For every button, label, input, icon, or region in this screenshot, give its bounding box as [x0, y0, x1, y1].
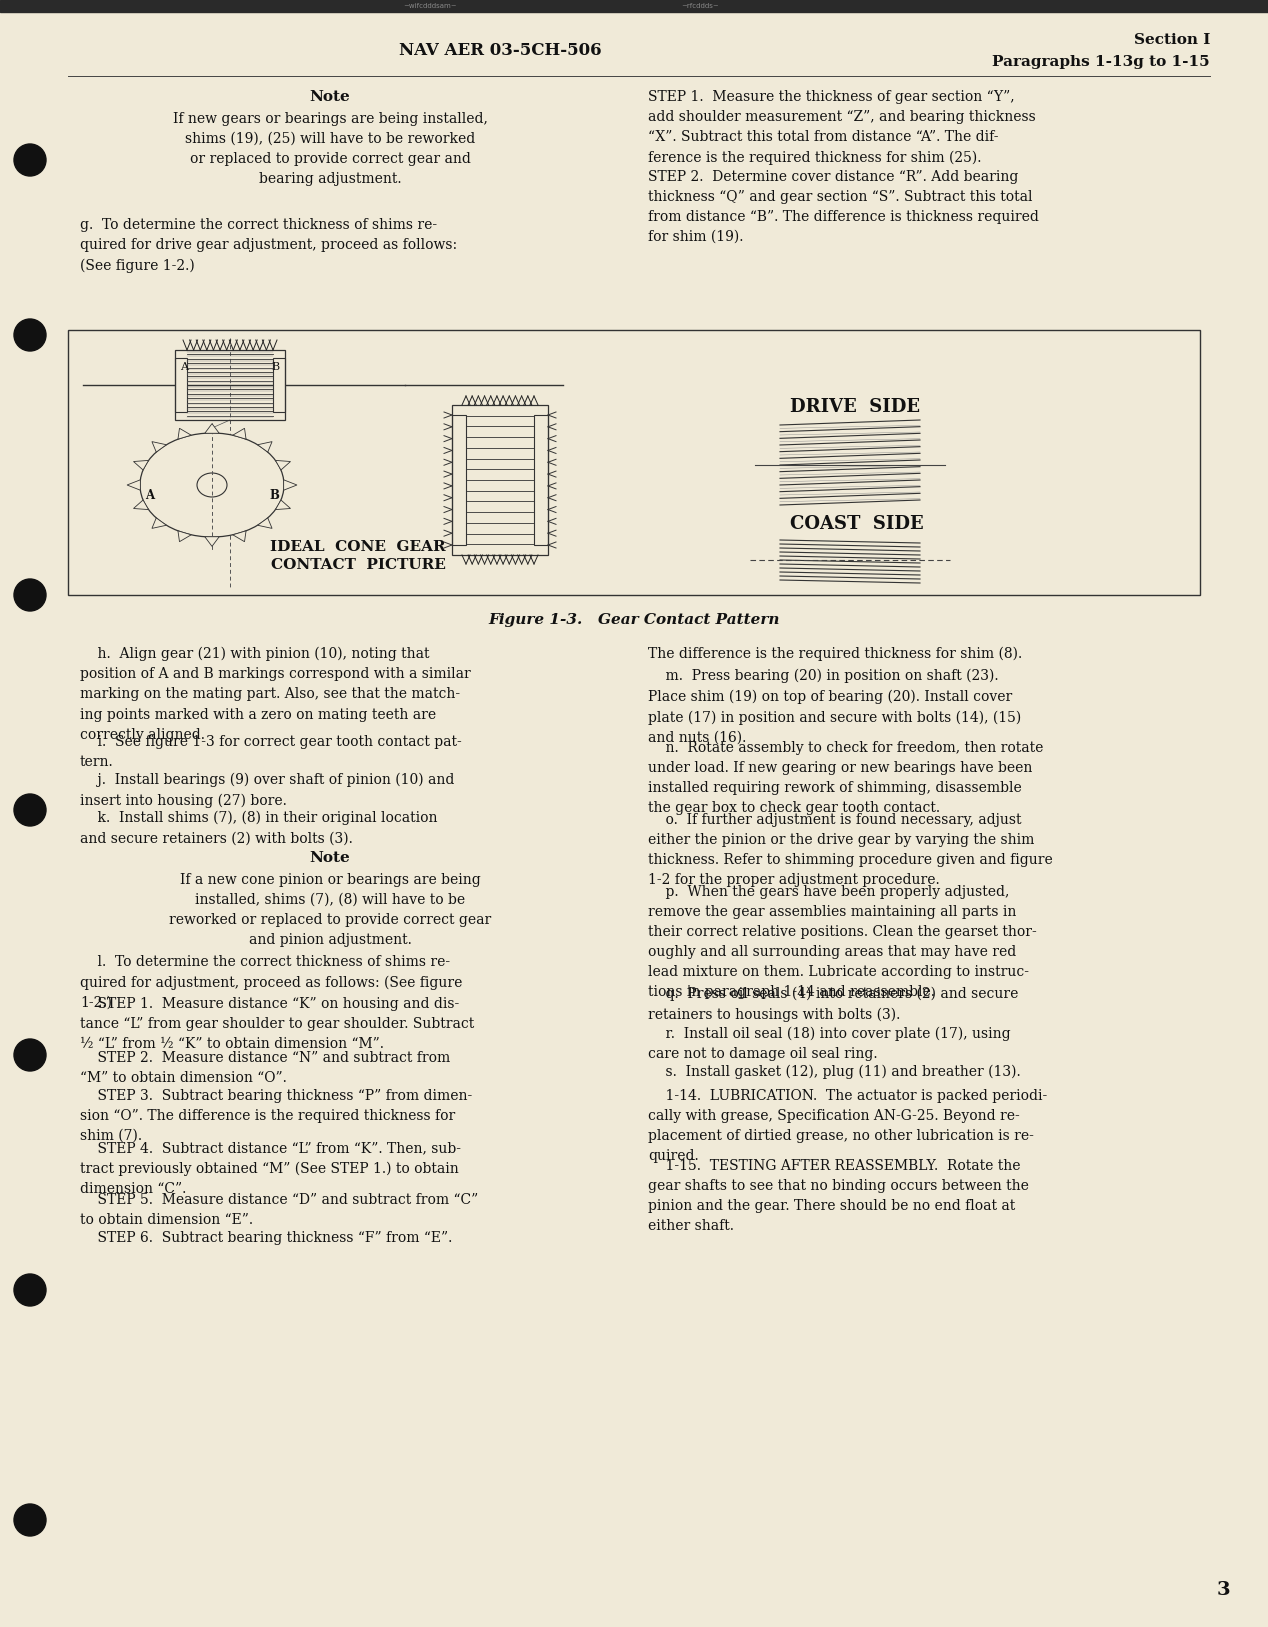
Text: g.  To determine the correct thickness of shims re-
quired for drive gear adjust: g. To determine the correct thickness of… — [80, 218, 458, 273]
Text: l.  To determine the correct thickness of shims re-
quired for adjustment, proce: l. To determine the correct thickness of… — [80, 955, 463, 1010]
Ellipse shape — [139, 433, 284, 537]
Text: A: A — [145, 488, 155, 501]
Text: Note: Note — [309, 851, 350, 866]
Text: COAST  SIDE: COAST SIDE — [790, 516, 923, 534]
Circle shape — [14, 145, 46, 176]
Polygon shape — [233, 530, 246, 542]
Text: B: B — [271, 361, 280, 373]
Text: q.  Press oil seals (4) into retainers (2) and secure
retainers to housings with: q. Press oil seals (4) into retainers (2… — [648, 988, 1018, 1022]
Circle shape — [14, 794, 46, 827]
Circle shape — [14, 1503, 46, 1536]
Polygon shape — [275, 499, 290, 509]
Polygon shape — [205, 537, 219, 547]
Polygon shape — [205, 423, 219, 433]
Text: NAV AER 03-5CH-506: NAV AER 03-5CH-506 — [398, 42, 601, 59]
Polygon shape — [133, 499, 148, 509]
Text: n.  Rotate assembly to check for freedom, then rotate
under load. If new gearing: n. Rotate assembly to check for freedom,… — [648, 740, 1044, 815]
Text: STEP 1.  Measure the thickness of gear section “Y”,
add shoulder measurement “Z”: STEP 1. Measure the thickness of gear se… — [648, 89, 1036, 164]
Text: Note: Note — [309, 89, 350, 104]
Polygon shape — [127, 480, 141, 490]
Text: STEP 3.  Subtract bearing thickness “P” from dimen-
sion “O”. The difference is : STEP 3. Subtract bearing thickness “P” f… — [80, 1088, 472, 1144]
Text: s.  Install gasket (12), plug (11) and breather (13).: s. Install gasket (12), plug (11) and br… — [648, 1066, 1021, 1079]
Text: B: B — [269, 488, 279, 501]
Text: m.  Press bearing (20) in position on shaft (23).
Place shim (19) on top of bear: m. Press bearing (20) in position on sha… — [648, 669, 1021, 745]
Bar — [175, 350, 285, 420]
Text: 1-15.  TESTING AFTER REASSEMBLY.  Rotate the
gear shafts to see that no binding : 1-15. TESTING AFTER REASSEMBLY. Rotate t… — [648, 1158, 1028, 1233]
Text: STEP 2.  Determine cover distance “R”. Add bearing
thickness “Q” and gear sectio: STEP 2. Determine cover distance “R”. Ad… — [648, 169, 1038, 244]
Text: Paragraphs 1-13g to 1-15: Paragraphs 1-13g to 1-15 — [993, 55, 1210, 68]
Text: o.  If further adjustment is found necessary, adjust
either the pinion or the dr: o. If further adjustment is found necess… — [648, 814, 1052, 887]
Text: k.  Install shims (7), (8) in their original location
and secure retainers (2) w: k. Install shims (7), (8) in their origi… — [80, 810, 437, 846]
Polygon shape — [178, 428, 191, 439]
Bar — [0, 0, 1268, 11]
Text: h.  Align gear (21) with pinion (10), noting that
position of A and B markings c: h. Align gear (21) with pinion (10), not… — [80, 648, 470, 742]
Polygon shape — [133, 460, 148, 470]
Polygon shape — [178, 530, 191, 542]
Text: STEP 4.  Subtract distance “L” from “K”. Then, sub-
tract previously obtained “M: STEP 4. Subtract distance “L” from “K”. … — [80, 1141, 462, 1196]
Text: DRIVE  SIDE: DRIVE SIDE — [790, 399, 921, 417]
Polygon shape — [257, 517, 273, 529]
Text: If a new cone pinion or bearings are being
installed, shims (7), (8) will have t: If a new cone pinion or bearings are bei… — [169, 874, 491, 947]
Polygon shape — [275, 460, 290, 470]
Circle shape — [14, 319, 46, 351]
Text: STEP 5.  Measure distance “D” and subtract from “C”
to obtain dimension “E”.: STEP 5. Measure distance “D” and subtrac… — [80, 1193, 478, 1227]
Circle shape — [14, 1274, 46, 1306]
Polygon shape — [284, 480, 297, 490]
Bar — [451, 415, 467, 545]
Text: Section I: Section I — [1134, 33, 1210, 47]
Polygon shape — [152, 441, 166, 452]
Text: j.  Install bearings (9) over shaft of pinion (10) and
insert into housing (27) : j. Install bearings (9) over shaft of pi… — [80, 773, 454, 809]
Text: p.  When the gears have been properly adjusted,
remove the gear assemblies maint: p. When the gears have been properly adj… — [648, 885, 1037, 999]
Text: The difference is the required thickness for shim (8).: The difference is the required thickness… — [648, 648, 1022, 662]
Bar — [175, 358, 186, 412]
Bar — [68, 330, 1200, 595]
Text: STEP 1.  Measure distance “K” on housing and dis-
tance “L” from gear shoulder t: STEP 1. Measure distance “K” on housing … — [80, 997, 474, 1051]
Text: 3: 3 — [1216, 1581, 1230, 1599]
Text: STEP 6.  Subtract bearing thickness “F” from “E”.: STEP 6. Subtract bearing thickness “F” f… — [80, 1232, 453, 1245]
Text: ~rfcddds~: ~rfcddds~ — [681, 3, 719, 10]
Circle shape — [14, 1040, 46, 1071]
Text: 1-14.  LUBRICATION.  The actuator is packed periodi-
cally with grease, Specific: 1-14. LUBRICATION. The actuator is packe… — [648, 1088, 1047, 1163]
Polygon shape — [152, 517, 166, 529]
Circle shape — [14, 579, 46, 612]
Text: i.  See figure 1-3 for correct gear tooth contact pat-
tern.: i. See figure 1-3 for correct gear tooth… — [80, 735, 462, 770]
Bar — [451, 405, 548, 555]
Ellipse shape — [197, 473, 227, 496]
Polygon shape — [233, 428, 246, 439]
Polygon shape — [257, 441, 273, 452]
Bar — [273, 358, 285, 412]
Text: IDEAL  CONE  GEAR
CONTACT  PICTURE: IDEAL CONE GEAR CONTACT PICTURE — [270, 540, 446, 573]
Bar — [534, 415, 548, 545]
Text: Figure 1-3.   Gear Contact Pattern: Figure 1-3. Gear Contact Pattern — [488, 613, 780, 626]
Text: ~wifcdddsam~: ~wifcdddsam~ — [403, 3, 456, 10]
Text: A: A — [180, 361, 188, 373]
Text: r.  Install oil seal (18) into cover plate (17), using
care not to damage oil se: r. Install oil seal (18) into cover plat… — [648, 1027, 1011, 1061]
Text: STEP 2.  Measure distance “N” and subtract from
“M” to obtain dimension “O”.: STEP 2. Measure distance “N” and subtrac… — [80, 1051, 450, 1085]
Text: If new gears or bearings are being installed,
shims (19), (25) will have to be r: If new gears or bearings are being insta… — [172, 112, 487, 185]
